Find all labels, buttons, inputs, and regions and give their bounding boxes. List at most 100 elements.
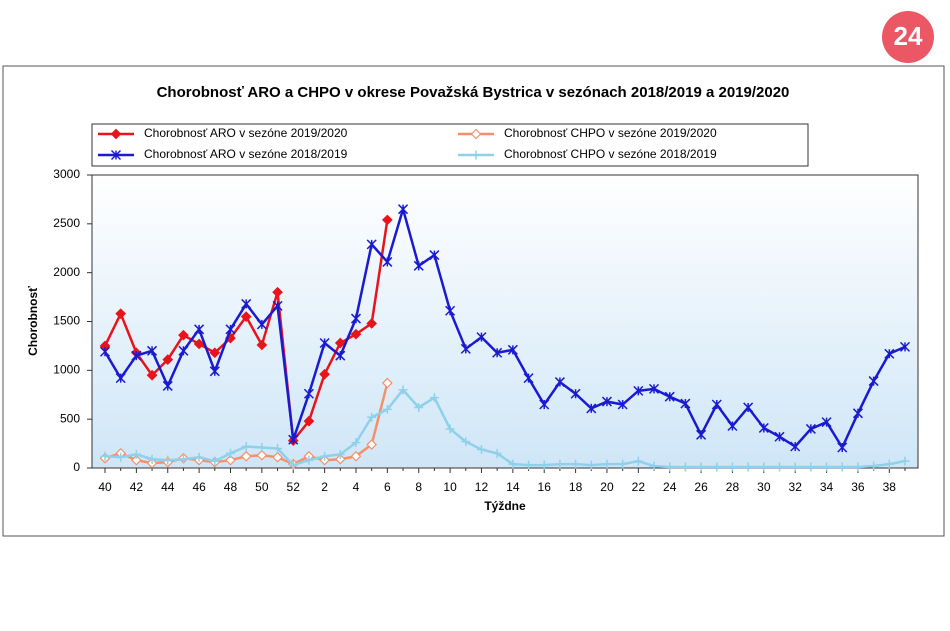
marker (884, 348, 895, 359)
marker (461, 437, 471, 447)
marker (492, 347, 503, 358)
marker (571, 459, 581, 469)
plot-area (91, 174, 919, 469)
marker (633, 456, 643, 466)
marker (335, 449, 345, 459)
series-line (104, 387, 906, 469)
x-tick-label: 32 (789, 480, 803, 494)
marker (790, 441, 801, 452)
logo-badge (882, 11, 934, 63)
marker (131, 454, 142, 466)
marker (257, 442, 267, 452)
y-tick-label: 3000 (53, 167, 80, 181)
y-tick-label: 0 (73, 460, 80, 474)
x-tick-label: 16 (538, 480, 552, 494)
marker (554, 377, 565, 388)
marker (334, 337, 346, 349)
marker (775, 462, 785, 472)
marker (524, 460, 534, 470)
marker (272, 300, 283, 311)
marker (507, 344, 518, 355)
marker (853, 462, 863, 472)
marker (115, 373, 126, 384)
marker (476, 444, 486, 454)
x-tick-label: 4 (353, 480, 360, 494)
marker (272, 286, 283, 298)
y-axis-label: Chorobnosť (26, 286, 40, 356)
legend (91, 123, 809, 167)
marker (110, 149, 122, 161)
marker (116, 452, 126, 462)
marker (555, 459, 565, 469)
y-tick-label: 2500 (53, 216, 80, 230)
marker (821, 417, 832, 428)
marker (837, 442, 848, 453)
marker (398, 385, 408, 395)
x-tick-label: 38 (883, 480, 897, 494)
x-tick-label: 10 (443, 480, 457, 494)
marker (471, 150, 481, 160)
marker (445, 424, 455, 434)
marker (805, 423, 816, 434)
marker (617, 399, 628, 410)
marker (837, 462, 847, 472)
marker (240, 450, 252, 462)
marker (110, 128, 122, 140)
x-tick-label: 18 (569, 480, 583, 494)
marker (665, 462, 675, 472)
marker (413, 260, 424, 271)
marker (822, 462, 832, 472)
marker (334, 453, 346, 465)
marker (398, 204, 409, 215)
marker (712, 462, 722, 472)
x-tick-label: 46 (192, 480, 206, 494)
marker (350, 450, 362, 462)
x-tick-label: 8 (415, 480, 422, 494)
x-tick-label: 24 (663, 480, 677, 494)
marker (350, 313, 362, 324)
marker (178, 329, 189, 341)
y-tick-label: 2000 (53, 265, 80, 279)
marker (178, 454, 188, 464)
marker (806, 462, 816, 472)
marker (618, 459, 628, 469)
marker (492, 448, 502, 458)
marker (648, 383, 660, 394)
marker (131, 449, 141, 459)
x-tick-label: 28 (726, 480, 740, 494)
marker (351, 438, 361, 448)
x-tick-label: 14 (506, 480, 520, 494)
marker (570, 388, 581, 399)
marker (382, 377, 393, 389)
marker (303, 415, 315, 427)
marker (476, 332, 487, 343)
x-tick-label: 22 (632, 480, 646, 494)
marker (304, 455, 314, 465)
legend-label: Chorobnosť CHPO v sezóne 2018/2019 (504, 147, 717, 161)
marker (240, 311, 252, 322)
marker (146, 369, 158, 381)
y-tick-label: 500 (60, 411, 80, 425)
marker (539, 460, 549, 470)
x-tick-label: 52 (287, 480, 301, 494)
y-tick-label: 1000 (53, 363, 80, 377)
marker (696, 429, 707, 440)
marker (445, 305, 456, 316)
marker (727, 420, 738, 432)
marker (288, 434, 299, 445)
marker (727, 462, 737, 472)
marker (319, 337, 330, 349)
marker (350, 328, 362, 340)
marker (162, 380, 173, 391)
marker (194, 452, 204, 462)
marker (178, 345, 189, 356)
marker (429, 250, 440, 261)
marker (99, 346, 111, 357)
marker (366, 239, 377, 250)
marker (470, 128, 482, 140)
marker (272, 451, 283, 463)
marker (256, 339, 268, 351)
x-tick-label: 30 (757, 480, 771, 494)
x-tick-label: 40 (98, 480, 112, 494)
legend-label: Chorobnosť CHPO v sezóne 2019/2020 (504, 126, 717, 140)
